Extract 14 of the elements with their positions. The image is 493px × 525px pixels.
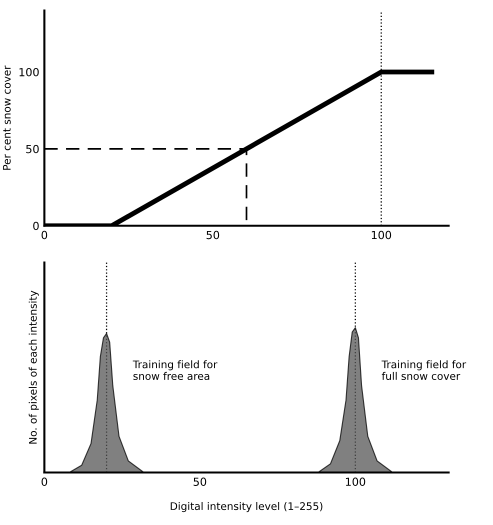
x-axis-title: Digital intensity level (1–255) bbox=[170, 502, 322, 512]
x-tick-label: 100 bbox=[372, 230, 392, 240]
x-tick-label: 100 bbox=[346, 478, 366, 486]
y-axis-title: Per cent snow cover bbox=[2, 66, 11, 170]
x-tick-label: 50 bbox=[206, 230, 220, 240]
y-tick-label: 50 bbox=[26, 144, 39, 154]
y-tick-label: 0 bbox=[33, 222, 39, 230]
x-tick-label: 0 bbox=[42, 230, 48, 240]
y-axis-title: No. of pixels of each intensity bbox=[28, 290, 39, 444]
x-tick-label: 50 bbox=[194, 478, 206, 486]
y-tick-label: 100 bbox=[20, 68, 39, 76]
x-tick-label: 0 bbox=[42, 478, 48, 486]
annotation: Training field for snow free area bbox=[132, 360, 218, 380]
annotation: Training field for full snow cover bbox=[382, 360, 466, 380]
